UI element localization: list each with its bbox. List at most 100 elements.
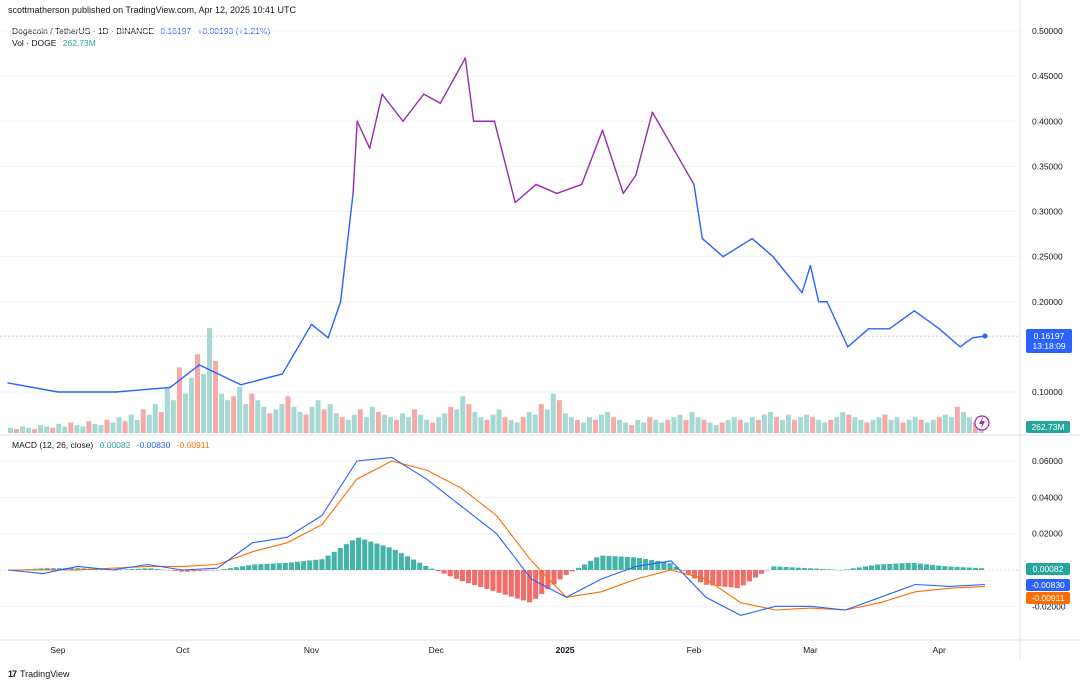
volume-bar [749, 417, 755, 433]
volume-bar [635, 419, 641, 433]
macd-histogram-bar [154, 569, 160, 570]
volume-bar [701, 419, 707, 433]
volume-bar [255, 400, 261, 433]
macd-histogram-bar [765, 569, 771, 571]
volume-bar [478, 417, 484, 433]
macd-histogram-bar [246, 565, 252, 570]
volume-bar [387, 417, 393, 433]
macd-histogram-bar [453, 570, 459, 579]
macd-histogram-bar [282, 562, 288, 570]
volume-bar [309, 406, 315, 433]
macd-value: -0.00830 [136, 440, 171, 450]
tradingview-brand[interactable]: TradingView [20, 669, 70, 679]
volume-bar [966, 417, 972, 433]
volume-bar [653, 419, 659, 433]
macd-histogram-bar [258, 564, 264, 570]
volume-bar [14, 429, 20, 433]
volume-bar [122, 421, 128, 433]
time-tick-label: Mar [803, 645, 818, 655]
volume-bar [755, 419, 761, 433]
macd-histogram-bar [923, 564, 930, 570]
volume-bar [44, 426, 50, 433]
macd-histogram-bar [38, 568, 44, 570]
price-line-segment [339, 192, 354, 303]
volume-bar [406, 417, 412, 433]
price-line-segment [672, 147, 695, 186]
price-line-segment [913, 310, 940, 330]
macd-histogram-bar [472, 570, 478, 586]
volume-bar [689, 412, 695, 433]
time-tick-label: Nov [304, 645, 320, 655]
volume-bar [158, 412, 164, 433]
volume-bar [828, 419, 834, 433]
macd-histogram-bar [99, 569, 105, 570]
macd-histogram-bar [801, 567, 807, 570]
price-tick-label: 0.40000 [1032, 116, 1063, 126]
macd-badge-macd: -0.00830 [1031, 580, 1065, 590]
volume-bar [327, 404, 333, 433]
volume-bar [50, 427, 56, 433]
price-line-segment [493, 120, 516, 204]
macd-histogram-bar [679, 570, 685, 571]
macd-histogram-bar [563, 570, 569, 575]
macd-histogram-bar [545, 570, 551, 590]
macd-histogram-bar [966, 567, 972, 570]
macd-histogram-bar [832, 569, 838, 571]
volume-bar [339, 417, 345, 433]
volume-bar [418, 414, 424, 433]
lightning-icon[interactable] [974, 415, 990, 431]
volume-bar [954, 406, 960, 433]
price-line-segment [352, 120, 358, 195]
price-line-segment [368, 93, 383, 150]
volume-bar [430, 422, 436, 433]
volume-bar [761, 414, 767, 433]
tradingview-logo-icon[interactable]: 17 [8, 669, 17, 679]
volume-bar [773, 417, 779, 433]
macd-tick-label: 0.02000 [1032, 529, 1063, 539]
macd-histogram-bar [936, 565, 942, 570]
volume-bar [605, 412, 611, 433]
macd-histogram-bar [917, 563, 923, 570]
macd-histogram-bar [704, 570, 710, 585]
volume-bar [484, 419, 490, 433]
price-tick-label: 0.45000 [1032, 71, 1063, 81]
volume-bar [104, 419, 110, 433]
volume-label[interactable]: Vol · DOGE [12, 38, 57, 48]
macd-histogram-bar [69, 568, 75, 570]
macd-histogram-bar [728, 570, 734, 588]
time-tick-label: Oct [176, 645, 190, 655]
macd-histogram-bar [221, 569, 227, 570]
volume-bar [207, 328, 213, 433]
macd-label[interactable]: MACD (12, 26, close) [12, 440, 94, 450]
volume-bar [267, 413, 273, 433]
macd-histogram-bar [490, 570, 496, 591]
price-line-segment [651, 111, 674, 150]
macd-histogram-bar [795, 567, 801, 570]
volume-bar [846, 414, 852, 433]
macd-tick-label: 0.04000 [1032, 492, 1063, 502]
volume-bar [243, 404, 249, 433]
volume-bar [273, 409, 279, 433]
macd-histogram-bar [972, 567, 978, 570]
volume-bar [182, 393, 188, 433]
volume-bar [92, 423, 98, 433]
macd-histogram-bar [288, 562, 294, 570]
volume-bar [617, 419, 623, 433]
volume-bar [936, 417, 942, 433]
price-badge: 0.16197 13:18:09 [1026, 329, 1072, 353]
macd-histogram-bar [752, 570, 759, 578]
volume-bar [231, 396, 237, 433]
volume-bar [665, 419, 671, 433]
macd-legend: MACD (12, 26, close) 0.00082 -0.00830 -0… [12, 440, 214, 450]
volume-bar [502, 417, 508, 433]
price-line-segment [198, 364, 242, 386]
macd-histogram-bar [557, 570, 563, 580]
volume-bar [496, 409, 502, 433]
volume-bar [219, 393, 225, 433]
macd-histogram-bar [807, 568, 814, 570]
volume-bar [520, 417, 526, 433]
price-line-segment [581, 129, 604, 186]
volume-bar [924, 422, 930, 433]
volume-bar [466, 404, 472, 433]
